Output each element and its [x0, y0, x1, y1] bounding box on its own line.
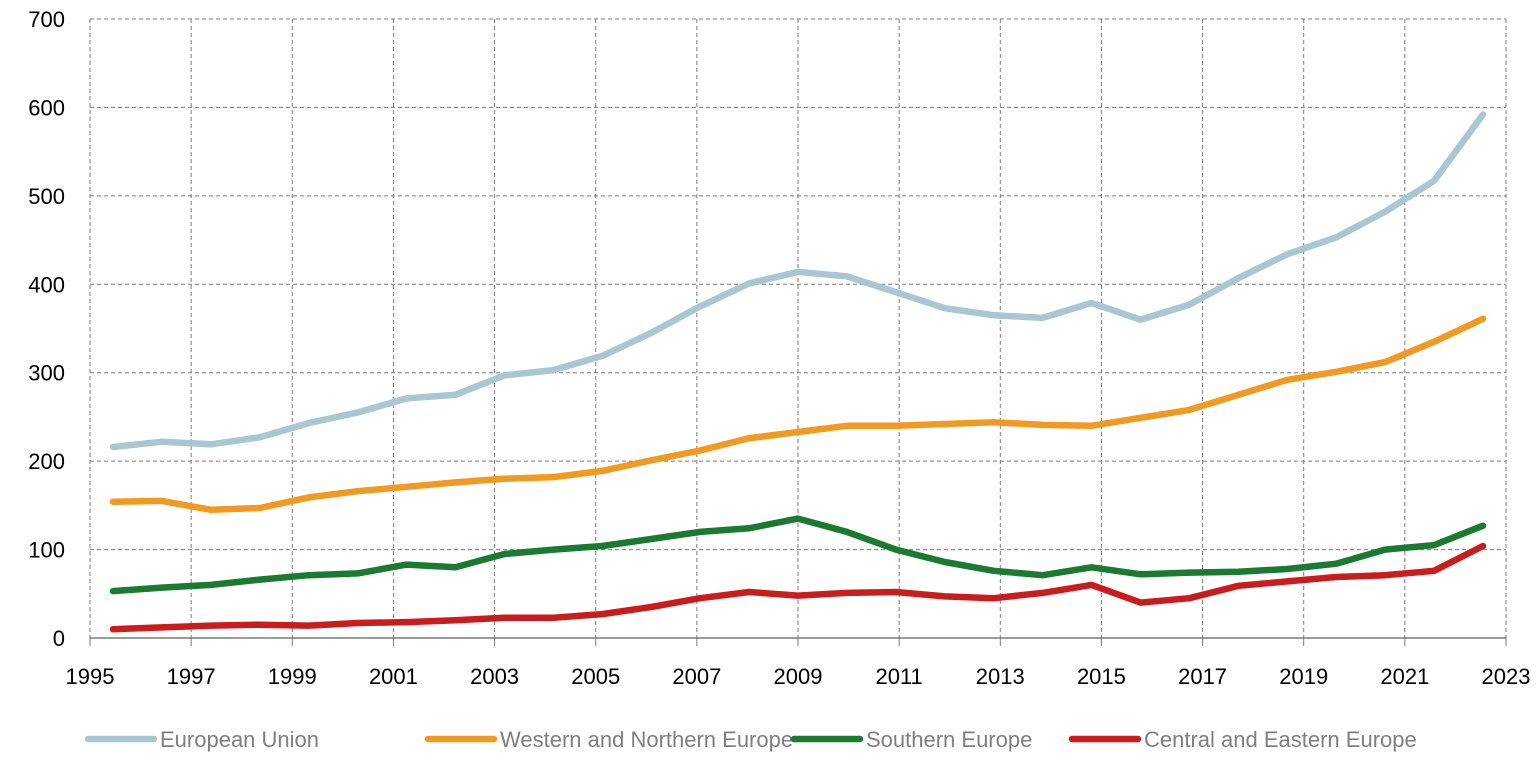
x-tick-label: 2011	[875, 664, 922, 689]
x-tick-label: 2003	[470, 664, 519, 689]
series-line-western-and-northern-europe	[109, 315, 1487, 514]
legend-label-central-and-eastern-europe: Central and Eastern Europe	[1144, 727, 1417, 752]
legend: European Union Western and Northern Europ…	[84, 727, 1417, 752]
x-tick-label: 2005	[571, 664, 620, 689]
x-tick-label: 2009	[774, 664, 823, 689]
x-tick-label: 2013	[976, 664, 1025, 689]
x-tick-label: 2015	[1077, 664, 1126, 689]
x-tick-label: 1997	[167, 664, 216, 689]
y-tick-label: 300	[28, 361, 65, 386]
x-tick-label: 2017	[1178, 664, 1227, 689]
x-tick-label: 1999	[268, 664, 317, 689]
x-tick-label: 2023	[1482, 664, 1531, 689]
y-tick-label: 0	[53, 626, 65, 651]
y-tick-label: 700	[28, 7, 65, 32]
x-tick-label: 2001	[369, 664, 418, 689]
legend-label-european-union: European Union	[160, 727, 319, 752]
series-line-southern-europe	[109, 515, 1487, 595]
y-tick-label: 500	[28, 184, 65, 209]
x-tick-label: 2007	[672, 664, 721, 689]
y-tick-label: 400	[28, 272, 65, 297]
x-tick-label: 1995	[66, 664, 115, 689]
grid-layer	[89, 18, 1507, 638]
series-layer	[109, 111, 1487, 633]
legend-label-southern-europe: Southern Europe	[866, 727, 1032, 752]
y-tick-label: 200	[28, 449, 65, 474]
x-tick-label: 2021	[1380, 664, 1429, 689]
x-tick-label: 2019	[1279, 664, 1328, 689]
y-tick-label: 600	[28, 95, 65, 120]
series-line-central-and-eastern-europe	[109, 542, 1487, 633]
axis-layer: 0 100 200 300 400 500 600 700 1995 1997 1999 2001 20…	[28, 7, 1530, 689]
series-line-european-union	[109, 111, 1487, 451]
y-tick-label: 100	[28, 538, 65, 563]
legend-label-western-and-northern-europe: Western and Northern Europe	[500, 727, 793, 752]
